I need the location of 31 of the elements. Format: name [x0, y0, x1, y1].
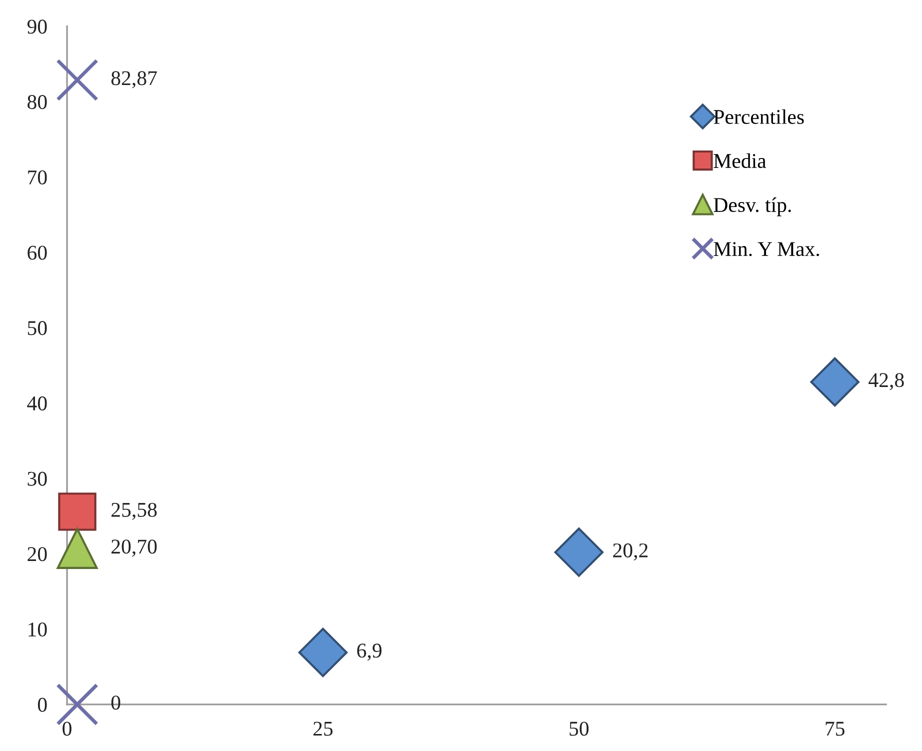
- data-label: 20,2: [613, 543, 648, 560]
- y-tick-label: 20: [28, 547, 47, 562]
- y-tick-label: 80: [28, 95, 47, 110]
- legend-label: Desv. típ.: [714, 197, 791, 216]
- data-label: 0: [111, 696, 120, 710]
- data-label: 42,8: [868, 373, 904, 390]
- y-tick-label: 10: [28, 622, 47, 637]
- y-tick-label: 60: [28, 246, 47, 260]
- point: [56, 58, 98, 102]
- point: [58, 492, 96, 531]
- x-tick-label: 0: [62, 722, 72, 736]
- legend-label: Media: [714, 153, 766, 168]
- data-label: 6,9: [357, 644, 382, 661]
- y-tick-label: 50: [28, 321, 47, 336]
- data-label: 25,58: [112, 502, 157, 520]
- x-tick-label: 75: [826, 722, 844, 736]
- data-label: 82,87: [111, 71, 157, 88]
- y-tick-label: 40: [27, 396, 47, 410]
- point: [298, 628, 348, 678]
- y-tick-label: 0: [38, 698, 47, 712]
- legend-label: Percentiles: [714, 109, 804, 124]
- point: [56, 528, 98, 569]
- point: [554, 528, 604, 577]
- y-tick-label: 70: [28, 170, 47, 184]
- legend-label: Min. Y Max.: [714, 242, 819, 256]
- point: [810, 357, 860, 407]
- x-tick-label: 25: [313, 722, 333, 736]
- x-tick-label: 50: [570, 722, 589, 736]
- data-label: 20,70: [112, 540, 157, 557]
- y-tick-label: 30: [28, 472, 47, 486]
- y-tick-label: 90: [27, 20, 47, 34]
